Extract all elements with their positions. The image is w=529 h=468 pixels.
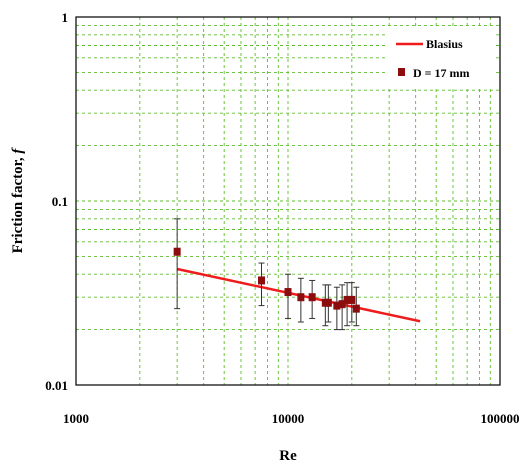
data-point-group bbox=[338, 284, 346, 331]
data-point-group bbox=[324, 284, 332, 323]
data-point-group bbox=[333, 286, 341, 331]
data-point-group bbox=[348, 282, 356, 323]
legend-box bbox=[385, 27, 495, 89]
legend-d17mm-label: D = 17 mm bbox=[413, 66, 470, 80]
data-point-marker bbox=[297, 293, 305, 302]
data-point-marker bbox=[324, 298, 332, 307]
d17mm-series bbox=[173, 218, 360, 331]
y-tick-label: 0.1 bbox=[52, 194, 68, 209]
y-axis-title-text: Friction factor, bbox=[10, 157, 26, 253]
data-point-marker bbox=[258, 276, 266, 285]
data-point-marker bbox=[348, 295, 356, 304]
data-point-marker bbox=[333, 301, 341, 310]
data-point-group bbox=[284, 273, 292, 319]
data-point-group bbox=[173, 218, 181, 310]
legend-d17mm-swatch bbox=[398, 68, 405, 76]
data-point-marker bbox=[284, 288, 292, 297]
x-tick-label: 10000 bbox=[272, 411, 305, 426]
data-point-marker bbox=[173, 247, 181, 256]
data-point-marker bbox=[343, 295, 351, 304]
data-point-marker bbox=[308, 293, 316, 302]
x-tick-label: 1000 bbox=[63, 411, 89, 426]
y-tick-label: 1 bbox=[62, 10, 69, 25]
x-tick-label: 100000 bbox=[481, 411, 520, 426]
y-tick-label: 0.01 bbox=[45, 378, 68, 393]
data-point-marker bbox=[352, 304, 360, 313]
y-axis-title-symbol: f bbox=[10, 147, 26, 154]
data-point-group bbox=[352, 286, 360, 327]
y-axis-title: Friction factor, f bbox=[10, 147, 26, 254]
tick-labels: 1000 10000 100000 0.01 0.1 1 bbox=[45, 10, 519, 426]
data-point-group bbox=[308, 279, 316, 319]
legend-blasius-label: Blasius bbox=[426, 37, 463, 51]
legend: Blasius D = 17 mm bbox=[385, 27, 495, 89]
data-point-marker bbox=[338, 300, 346, 309]
data-point-group bbox=[258, 262, 266, 307]
plot-frame bbox=[75, 16, 501, 386]
x-axis-title: Re bbox=[279, 448, 297, 464]
data-point-group bbox=[297, 277, 305, 323]
